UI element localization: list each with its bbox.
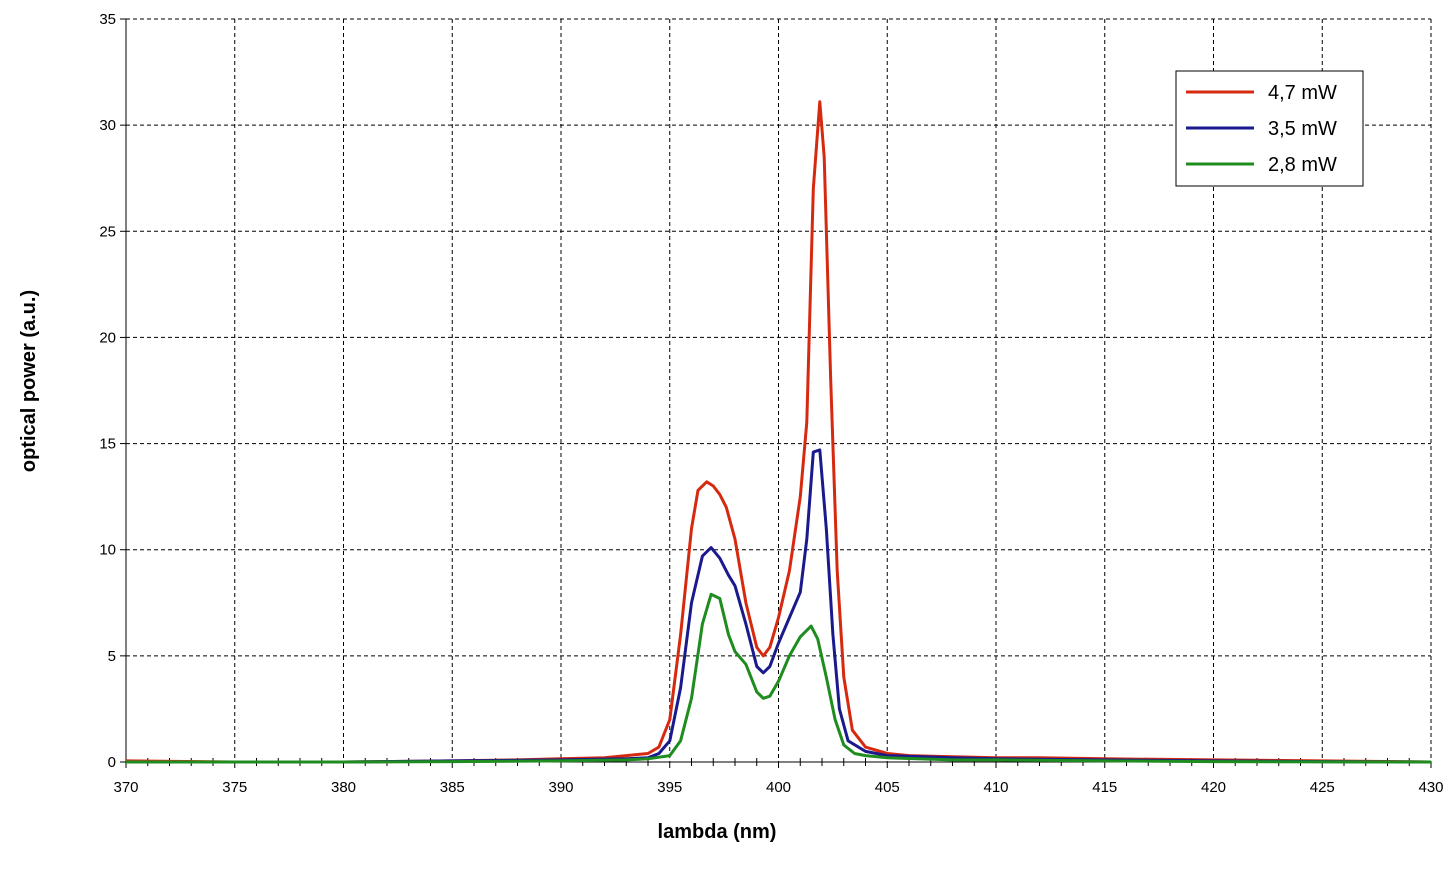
x-tick-label: 370 [113,779,138,796]
x-tick-label: 415 [1092,779,1117,796]
y-tick-label: 30 [99,117,116,134]
y-tick-label: 5 [108,648,116,665]
legend: 4,7 mW 3,5 mW 2,8 mW [1175,70,1364,187]
x-axis-title: lambda (nm) [658,821,777,843]
x-tick-label: 430 [1418,779,1443,796]
x-tick-label: 410 [983,779,1008,796]
x-tick-label: 390 [548,779,573,796]
x-tick-label: 400 [766,779,791,796]
y-tick-label: 25 [99,223,116,240]
y-tick-label: 15 [99,436,116,453]
tick-labels: 370 375 380 385 390 395 400 405 410 415 420 425 430 0… [99,11,1443,796]
x-tick-label: 405 [875,779,900,796]
x-tick-label: 380 [331,779,356,796]
x-tick-label: 375 [222,779,247,796]
x-tick-label: 395 [657,779,682,796]
x-tick-label: 425 [1310,779,1335,796]
legend-label: 4,7 mW [1268,82,1337,104]
x-tick-label: 420 [1201,779,1226,796]
series-line-1 [125,100,1432,764]
y-axis-title: optical power (a.u.) [18,290,40,472]
y-tick-label: 10 [99,542,116,559]
y-tick-label: 0 [108,754,116,771]
series-lines [125,100,1432,764]
y-tick-label: 20 [99,329,116,346]
legend-label: 3,5 mW [1268,118,1337,140]
x-tick-label: 385 [440,779,465,796]
series-line-3 [126,592,1432,764]
y-tick-label: 35 [99,11,116,28]
legend-label: 2,8 mW [1268,154,1337,176]
